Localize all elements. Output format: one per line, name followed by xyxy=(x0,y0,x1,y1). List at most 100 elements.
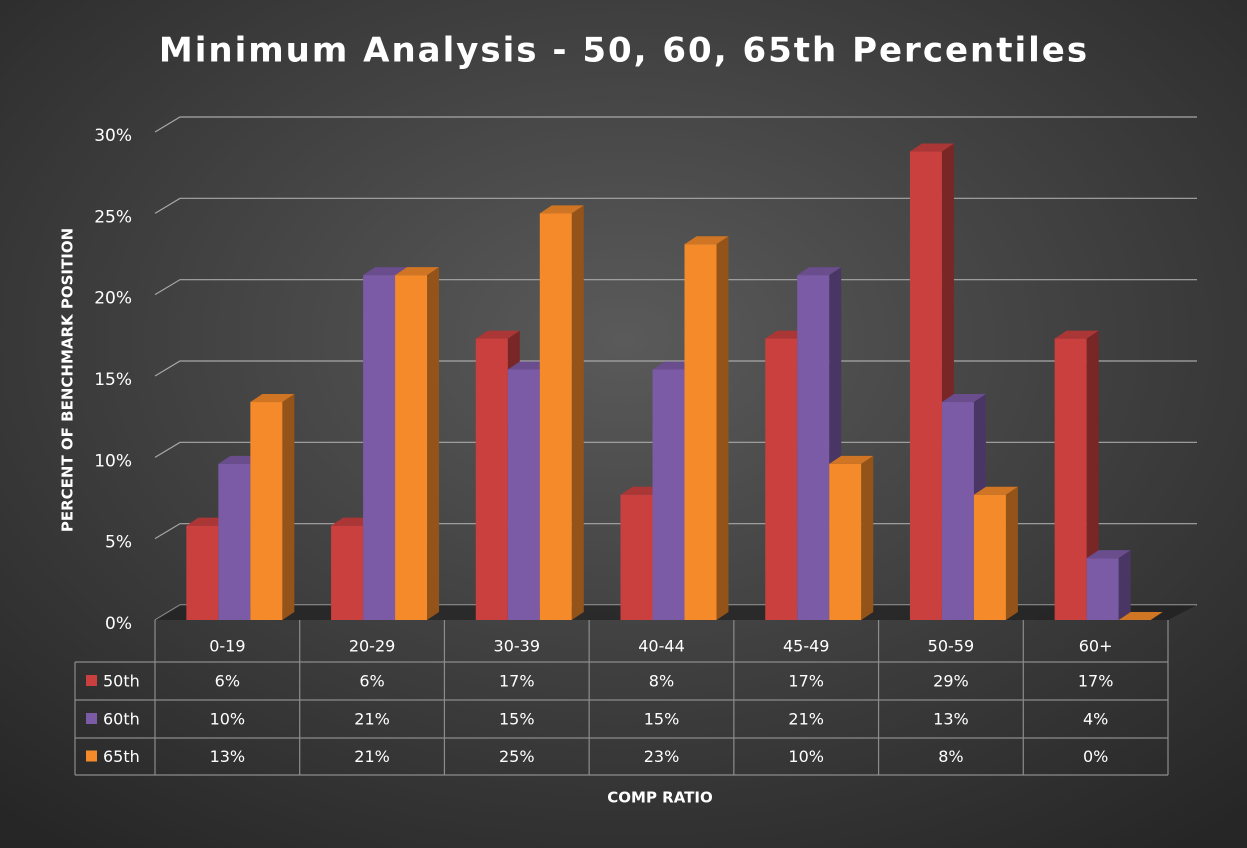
bar-side xyxy=(716,236,729,621)
bar-side xyxy=(861,455,874,620)
bar xyxy=(250,394,295,620)
data-label: 8% xyxy=(649,672,674,691)
data-label: 10% xyxy=(788,747,824,766)
x-tick-label: 20-29 xyxy=(349,637,396,656)
y-axis-title: PERCENT OF BENCHMARK POSITION xyxy=(59,228,77,532)
bar xyxy=(395,267,440,620)
data-label: 0% xyxy=(1083,747,1108,766)
bar-side xyxy=(1086,330,1099,620)
x-tick-label: 60+ xyxy=(1079,637,1113,656)
data-label: 15% xyxy=(644,710,680,729)
data-label: 4% xyxy=(1083,710,1108,729)
data-label: 15% xyxy=(499,710,535,729)
bar-front xyxy=(909,151,942,620)
x-tick-label: 0-19 xyxy=(209,637,245,656)
bar-front xyxy=(475,338,508,620)
data-label: 13% xyxy=(933,710,969,729)
data-label: 21% xyxy=(354,710,390,729)
bar-top xyxy=(1054,330,1099,339)
chart-title: Minimum Analysis - 50, 60, 65th Percenti… xyxy=(159,31,1089,71)
data-label: 21% xyxy=(788,710,824,729)
bar-side xyxy=(571,205,584,621)
y-tick-label: 0% xyxy=(105,614,132,634)
legend-swatch xyxy=(86,675,97,686)
bar-side xyxy=(427,267,440,620)
bar xyxy=(1086,550,1131,620)
bar-front xyxy=(941,402,974,620)
bar xyxy=(684,236,729,621)
data-label: 29% xyxy=(933,672,969,691)
bar-front xyxy=(363,275,396,620)
bar-top xyxy=(684,236,729,245)
bar-top xyxy=(250,394,295,403)
y-tick-label: 5% xyxy=(105,533,132,553)
bar-front xyxy=(797,275,830,620)
bar-front xyxy=(1086,558,1119,620)
data-label: 17% xyxy=(499,672,535,691)
bar xyxy=(973,486,1018,620)
data-label: 17% xyxy=(1078,672,1114,691)
y-tick-label: 10% xyxy=(94,451,132,471)
bar-side xyxy=(1005,486,1018,620)
bar xyxy=(1054,330,1099,620)
bar-front xyxy=(652,369,685,620)
legend-label: 50th xyxy=(103,672,140,691)
bar-front xyxy=(250,402,283,620)
bar-front xyxy=(1054,338,1087,620)
bar-top xyxy=(941,394,986,403)
grid-line xyxy=(154,116,1197,133)
data-label: 21% xyxy=(354,747,390,766)
x-tick-label: 45-49 xyxy=(783,637,830,656)
bar-top xyxy=(1086,550,1131,559)
bar-top xyxy=(363,267,408,276)
bar-front xyxy=(973,494,1006,620)
data-label: 8% xyxy=(938,747,963,766)
bar-front xyxy=(186,525,219,620)
bar-front xyxy=(331,525,364,620)
legend-swatch xyxy=(86,713,97,724)
bar-top xyxy=(909,143,954,152)
x-tick-label: 50-59 xyxy=(928,637,975,656)
data-label: 6% xyxy=(215,672,240,691)
bar xyxy=(539,205,584,621)
bar-front xyxy=(395,275,428,620)
data-label: 17% xyxy=(788,672,824,691)
y-tick-label: 30% xyxy=(94,126,132,146)
bar-side xyxy=(1118,550,1131,620)
bar-front xyxy=(539,213,572,621)
legend-label: 60th xyxy=(103,710,140,729)
y-tick-label: 25% xyxy=(94,207,132,227)
grid-line xyxy=(154,360,1197,377)
bar-top xyxy=(797,267,842,276)
bar xyxy=(829,455,874,620)
data-label: 6% xyxy=(359,672,384,691)
bar-top xyxy=(973,486,1018,495)
y-tick-label: 15% xyxy=(94,370,132,390)
data-label: 25% xyxy=(499,747,535,766)
bar-top xyxy=(1118,612,1163,620)
grid-line xyxy=(154,197,1197,214)
legend-swatch xyxy=(86,750,97,762)
data-label: 23% xyxy=(644,747,680,766)
bar-front xyxy=(507,369,540,620)
x-axis-title: COMP RATIO xyxy=(607,789,712,807)
bar xyxy=(1118,612,1163,620)
x-tick-label: 30-39 xyxy=(494,637,541,656)
grid-line xyxy=(154,441,1197,458)
bar-front xyxy=(765,338,798,620)
bar-front xyxy=(829,463,862,620)
grid-line xyxy=(154,279,1197,296)
legend-label: 65th xyxy=(103,747,140,766)
bar-front xyxy=(620,494,653,620)
bar-side xyxy=(282,394,295,620)
data-label: 13% xyxy=(210,747,246,766)
bar-top xyxy=(829,455,874,464)
bar-top xyxy=(475,330,520,339)
bar-top xyxy=(539,205,584,214)
bar-front xyxy=(684,244,717,621)
data-label: 10% xyxy=(210,710,246,729)
bar-top xyxy=(395,267,440,276)
